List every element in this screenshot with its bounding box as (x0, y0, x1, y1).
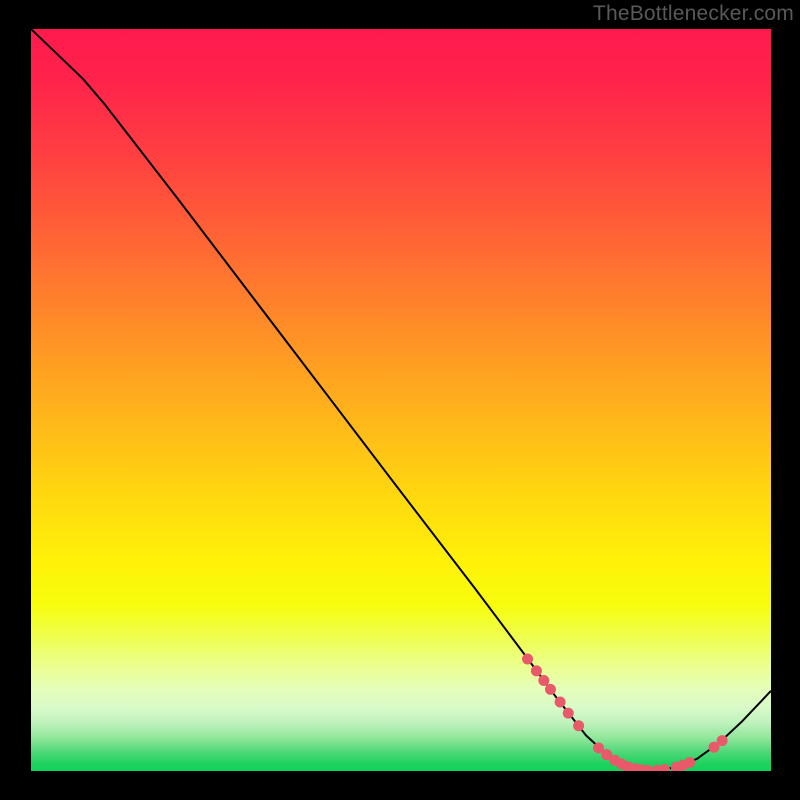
curve-marker (538, 675, 549, 686)
bottleneck-chart (31, 29, 771, 771)
curve-marker (545, 684, 556, 695)
curve-marker (531, 665, 542, 676)
curve-marker (717, 735, 728, 746)
curve-marker (573, 720, 584, 731)
curve-marker (555, 696, 566, 707)
curve-marker (684, 757, 695, 768)
curve-marker (563, 708, 574, 719)
chart-gradient-bg (31, 29, 771, 771)
curve-marker (522, 653, 533, 664)
chart-canvas: TheBottlenecker.com (0, 0, 800, 800)
watermark-text: TheBottlenecker.com (593, 2, 794, 26)
